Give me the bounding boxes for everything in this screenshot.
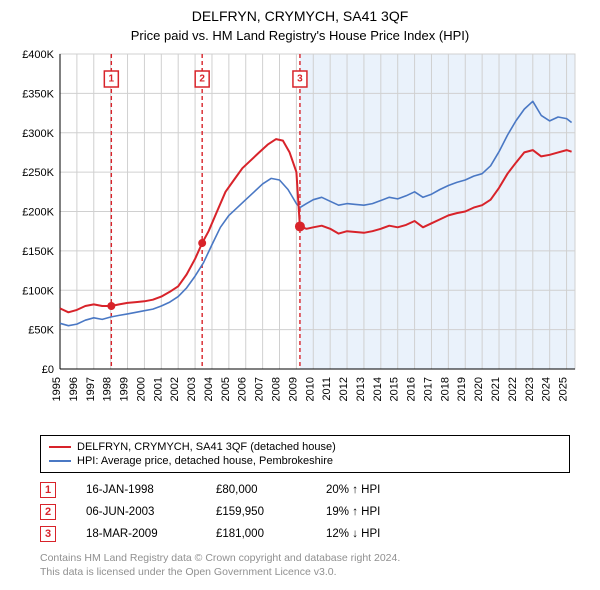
svg-text:2011: 2011: [321, 377, 333, 401]
svg-text:2005: 2005: [220, 377, 232, 401]
svg-text:2003: 2003: [186, 377, 198, 401]
svg-text:1995: 1995: [51, 377, 63, 401]
svg-text:2016: 2016: [406, 377, 418, 401]
svg-text:2019: 2019: [456, 377, 468, 401]
legend-row: HPI: Average price, detached house, Pemb…: [49, 454, 561, 468]
marker-price: £159,950: [216, 506, 296, 518]
svg-text:2012: 2012: [338, 377, 350, 401]
marker-hpi: 20% ↑ HPI: [326, 484, 380, 496]
svg-text:£250K: £250K: [22, 167, 54, 179]
svg-text:2023: 2023: [524, 377, 536, 401]
marker-date: 06-JUN-2003: [86, 506, 186, 518]
svg-text:2024: 2024: [541, 377, 553, 401]
svg-text:1998: 1998: [102, 377, 114, 401]
svg-text:2017: 2017: [422, 377, 434, 401]
chart-subtitle: Price paid vs. HM Land Registry's House …: [0, 24, 600, 49]
chart-svg: £0 £50K £100K £150K £200K £250K £300K £350K £400…: [10, 49, 590, 429]
svg-text:1997: 1997: [85, 377, 97, 401]
marker-hpi: 19% ↑ HPI: [326, 506, 380, 518]
footer-line-2: This data is licensed under the Open Gov…: [40, 565, 570, 579]
footer-attribution: Contains HM Land Registry data © Crown c…: [40, 551, 570, 579]
markers-table: 1 16-JAN-1998 £80,000 20% ↑ HPI 2 06-JUN-2003…: [40, 479, 570, 545]
svg-text:2015: 2015: [389, 377, 401, 401]
svg-text:2009: 2009: [287, 377, 299, 401]
svg-text:1: 1: [109, 74, 115, 85]
svg-text:2025: 2025: [558, 377, 570, 401]
marker-date: 16-JAN-1998: [86, 484, 186, 496]
marker-price: £80,000: [216, 484, 296, 496]
legend-label: DELFRYN, CRYMYCH, SA41 3QF (detached hou…: [77, 441, 336, 453]
footer-line-1: Contains HM Land Registry data © Crown c…: [40, 551, 570, 565]
svg-text:2010: 2010: [304, 377, 316, 401]
marker-row: 1 16-JAN-1998 £80,000 20% ↑ HPI: [40, 479, 570, 501]
svg-text:1996: 1996: [68, 377, 80, 401]
svg-text:£300K: £300K: [22, 128, 54, 140]
legend-swatch: [49, 446, 71, 448]
svg-text:2014: 2014: [372, 377, 384, 401]
legend-label: HPI: Average price, detached house, Pemb…: [77, 455, 333, 467]
svg-text:2022: 2022: [507, 377, 519, 401]
svg-text:£100K: £100K: [22, 285, 54, 297]
legend-row: DELFRYN, CRYMYCH, SA41 3QF (detached hou…: [49, 440, 561, 454]
svg-text:£150K: £150K: [22, 246, 54, 258]
svg-text:2000: 2000: [135, 377, 147, 401]
svg-text:2: 2: [199, 74, 205, 85]
svg-text:3: 3: [297, 74, 303, 85]
svg-text:£200K: £200K: [22, 207, 54, 219]
svg-text:2001: 2001: [152, 377, 164, 401]
svg-text:2004: 2004: [203, 377, 215, 401]
svg-text:2008: 2008: [271, 377, 283, 401]
svg-text:2018: 2018: [439, 377, 451, 401]
svg-text:£50K: £50K: [28, 325, 54, 337]
svg-text:1999: 1999: [119, 377, 131, 401]
svg-text:2021: 2021: [490, 377, 502, 401]
svg-text:2002: 2002: [169, 377, 181, 401]
marker-hpi: 12% ↓ HPI: [326, 528, 380, 540]
svg-text:2007: 2007: [254, 377, 266, 401]
svg-text:£400K: £400K: [22, 49, 54, 61]
legend-swatch: [49, 460, 71, 462]
chart-plot-area: £0 £50K £100K £150K £200K £250K £300K £350K £400…: [10, 49, 590, 429]
svg-text:2013: 2013: [355, 377, 367, 401]
marker-row: 2 06-JUN-2003 £159,950 19% ↑ HPI: [40, 501, 570, 523]
svg-text:2006: 2006: [237, 377, 249, 401]
svg-text:2020: 2020: [473, 377, 485, 401]
svg-text:£350K: £350K: [22, 88, 54, 100]
marker-number-box: 3: [40, 526, 56, 542]
chart-title: DELFRYN, CRYMYCH, SA41 3QF: [0, 0, 600, 24]
marker-date: 18-MAR-2009: [86, 528, 186, 540]
marker-number-box: 2: [40, 504, 56, 520]
legend-box: DELFRYN, CRYMYCH, SA41 3QF (detached hou…: [40, 435, 570, 473]
marker-row: 3 18-MAR-2009 £181,000 12% ↓ HPI: [40, 523, 570, 545]
chart-container: DELFRYN, CRYMYCH, SA41 3QF Price paid vs…: [0, 0, 600, 590]
marker-number-box: 1: [40, 482, 56, 498]
marker-price: £181,000: [216, 528, 296, 540]
svg-text:£0: £0: [42, 364, 54, 376]
